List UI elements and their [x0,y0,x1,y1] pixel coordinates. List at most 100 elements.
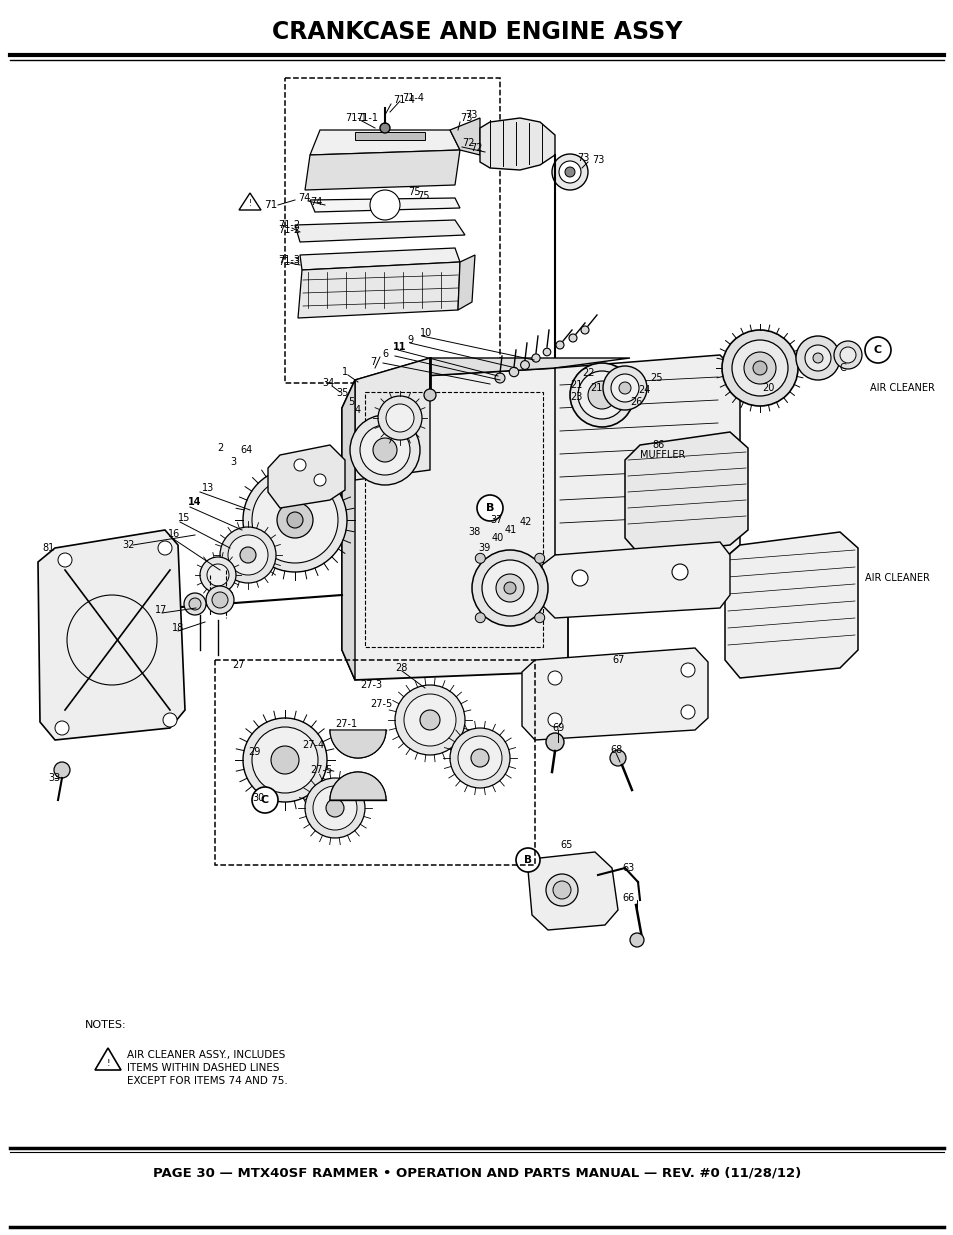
Text: 13: 13 [202,483,214,493]
Circle shape [200,557,235,593]
Circle shape [206,585,233,614]
Text: B: B [485,503,494,513]
Circle shape [542,348,550,356]
Text: 11: 11 [393,342,406,352]
Text: 65: 65 [559,840,572,850]
Circle shape [580,326,588,333]
Text: 30: 30 [252,793,264,803]
Text: 2: 2 [216,443,223,453]
Text: 27-3: 27-3 [359,680,382,690]
Text: AIR CLEANER: AIR CLEANER [864,573,929,583]
Circle shape [475,553,485,563]
Bar [285,78,499,383]
Circle shape [163,713,177,727]
Text: 15: 15 [178,513,191,522]
Circle shape [55,721,69,735]
Circle shape [313,785,356,830]
Circle shape [569,363,634,427]
Circle shape [721,330,797,406]
Text: 34: 34 [322,378,334,388]
Text: 3: 3 [230,457,236,467]
Text: 71-2: 71-2 [277,225,300,235]
Circle shape [58,553,71,567]
Text: 42: 42 [519,517,532,527]
Circle shape [158,541,172,555]
Text: 74: 74 [297,193,310,203]
Text: 27-1: 27-1 [335,719,356,729]
Text: 71-3: 71-3 [277,257,299,267]
Circle shape [271,746,298,774]
Circle shape [377,396,421,440]
Polygon shape [479,119,555,170]
Text: 74: 74 [310,198,322,207]
Circle shape [743,352,775,384]
Circle shape [680,663,695,677]
Text: 73: 73 [577,153,589,163]
Polygon shape [38,530,185,740]
Text: 86: 86 [651,440,663,450]
Polygon shape [355,358,430,480]
Text: 38: 38 [468,527,479,537]
Circle shape [276,501,313,538]
Polygon shape [330,730,386,758]
Bar [214,659,535,864]
Text: 71-3: 71-3 [277,254,299,266]
Text: B: B [523,855,532,864]
Text: 73: 73 [464,110,476,120]
Circle shape [207,564,229,585]
Circle shape [184,593,206,615]
Polygon shape [305,149,459,190]
Circle shape [833,341,862,369]
Circle shape [228,535,268,576]
Polygon shape [310,130,459,156]
Polygon shape [450,119,479,156]
Circle shape [475,613,485,622]
Text: NOTES:: NOTES: [85,1020,127,1030]
Circle shape [326,799,344,818]
Text: 64: 64 [240,445,252,454]
Circle shape [379,124,390,133]
Text: 17: 17 [154,605,167,615]
Text: 75: 75 [408,186,420,198]
Circle shape [671,564,687,580]
Polygon shape [299,248,459,270]
Circle shape [386,404,414,432]
Text: 21: 21 [589,383,601,393]
Circle shape [350,415,419,485]
Polygon shape [294,220,464,242]
Text: 22: 22 [581,368,594,378]
Text: 27: 27 [232,659,244,671]
Text: 73: 73 [592,156,604,165]
Circle shape [252,727,317,793]
Circle shape [212,592,228,608]
Text: 63: 63 [621,863,634,873]
Polygon shape [724,532,857,678]
Text: 75: 75 [416,191,429,201]
Circle shape [294,459,306,471]
Text: 28: 28 [395,663,407,673]
Text: 9: 9 [407,335,413,345]
Circle shape [545,874,578,906]
Text: 33: 33 [48,773,60,783]
Circle shape [556,341,563,350]
Text: 25: 25 [649,373,661,383]
Circle shape [373,438,396,462]
Text: 71-4: 71-4 [401,93,423,103]
Text: 81: 81 [42,543,54,553]
Text: 71-4: 71-4 [393,95,415,105]
Circle shape [54,762,70,778]
Circle shape [752,361,766,375]
Circle shape [495,373,504,383]
Text: 71: 71 [264,200,277,210]
Polygon shape [341,368,567,680]
Circle shape [804,345,830,370]
Circle shape [252,477,337,563]
Text: 7: 7 [370,357,375,367]
Circle shape [503,582,516,594]
Polygon shape [555,354,740,562]
Circle shape [545,734,563,751]
Circle shape [481,559,537,616]
Text: 20: 20 [761,383,774,393]
Text: 23: 23 [569,391,581,403]
Polygon shape [457,254,475,310]
